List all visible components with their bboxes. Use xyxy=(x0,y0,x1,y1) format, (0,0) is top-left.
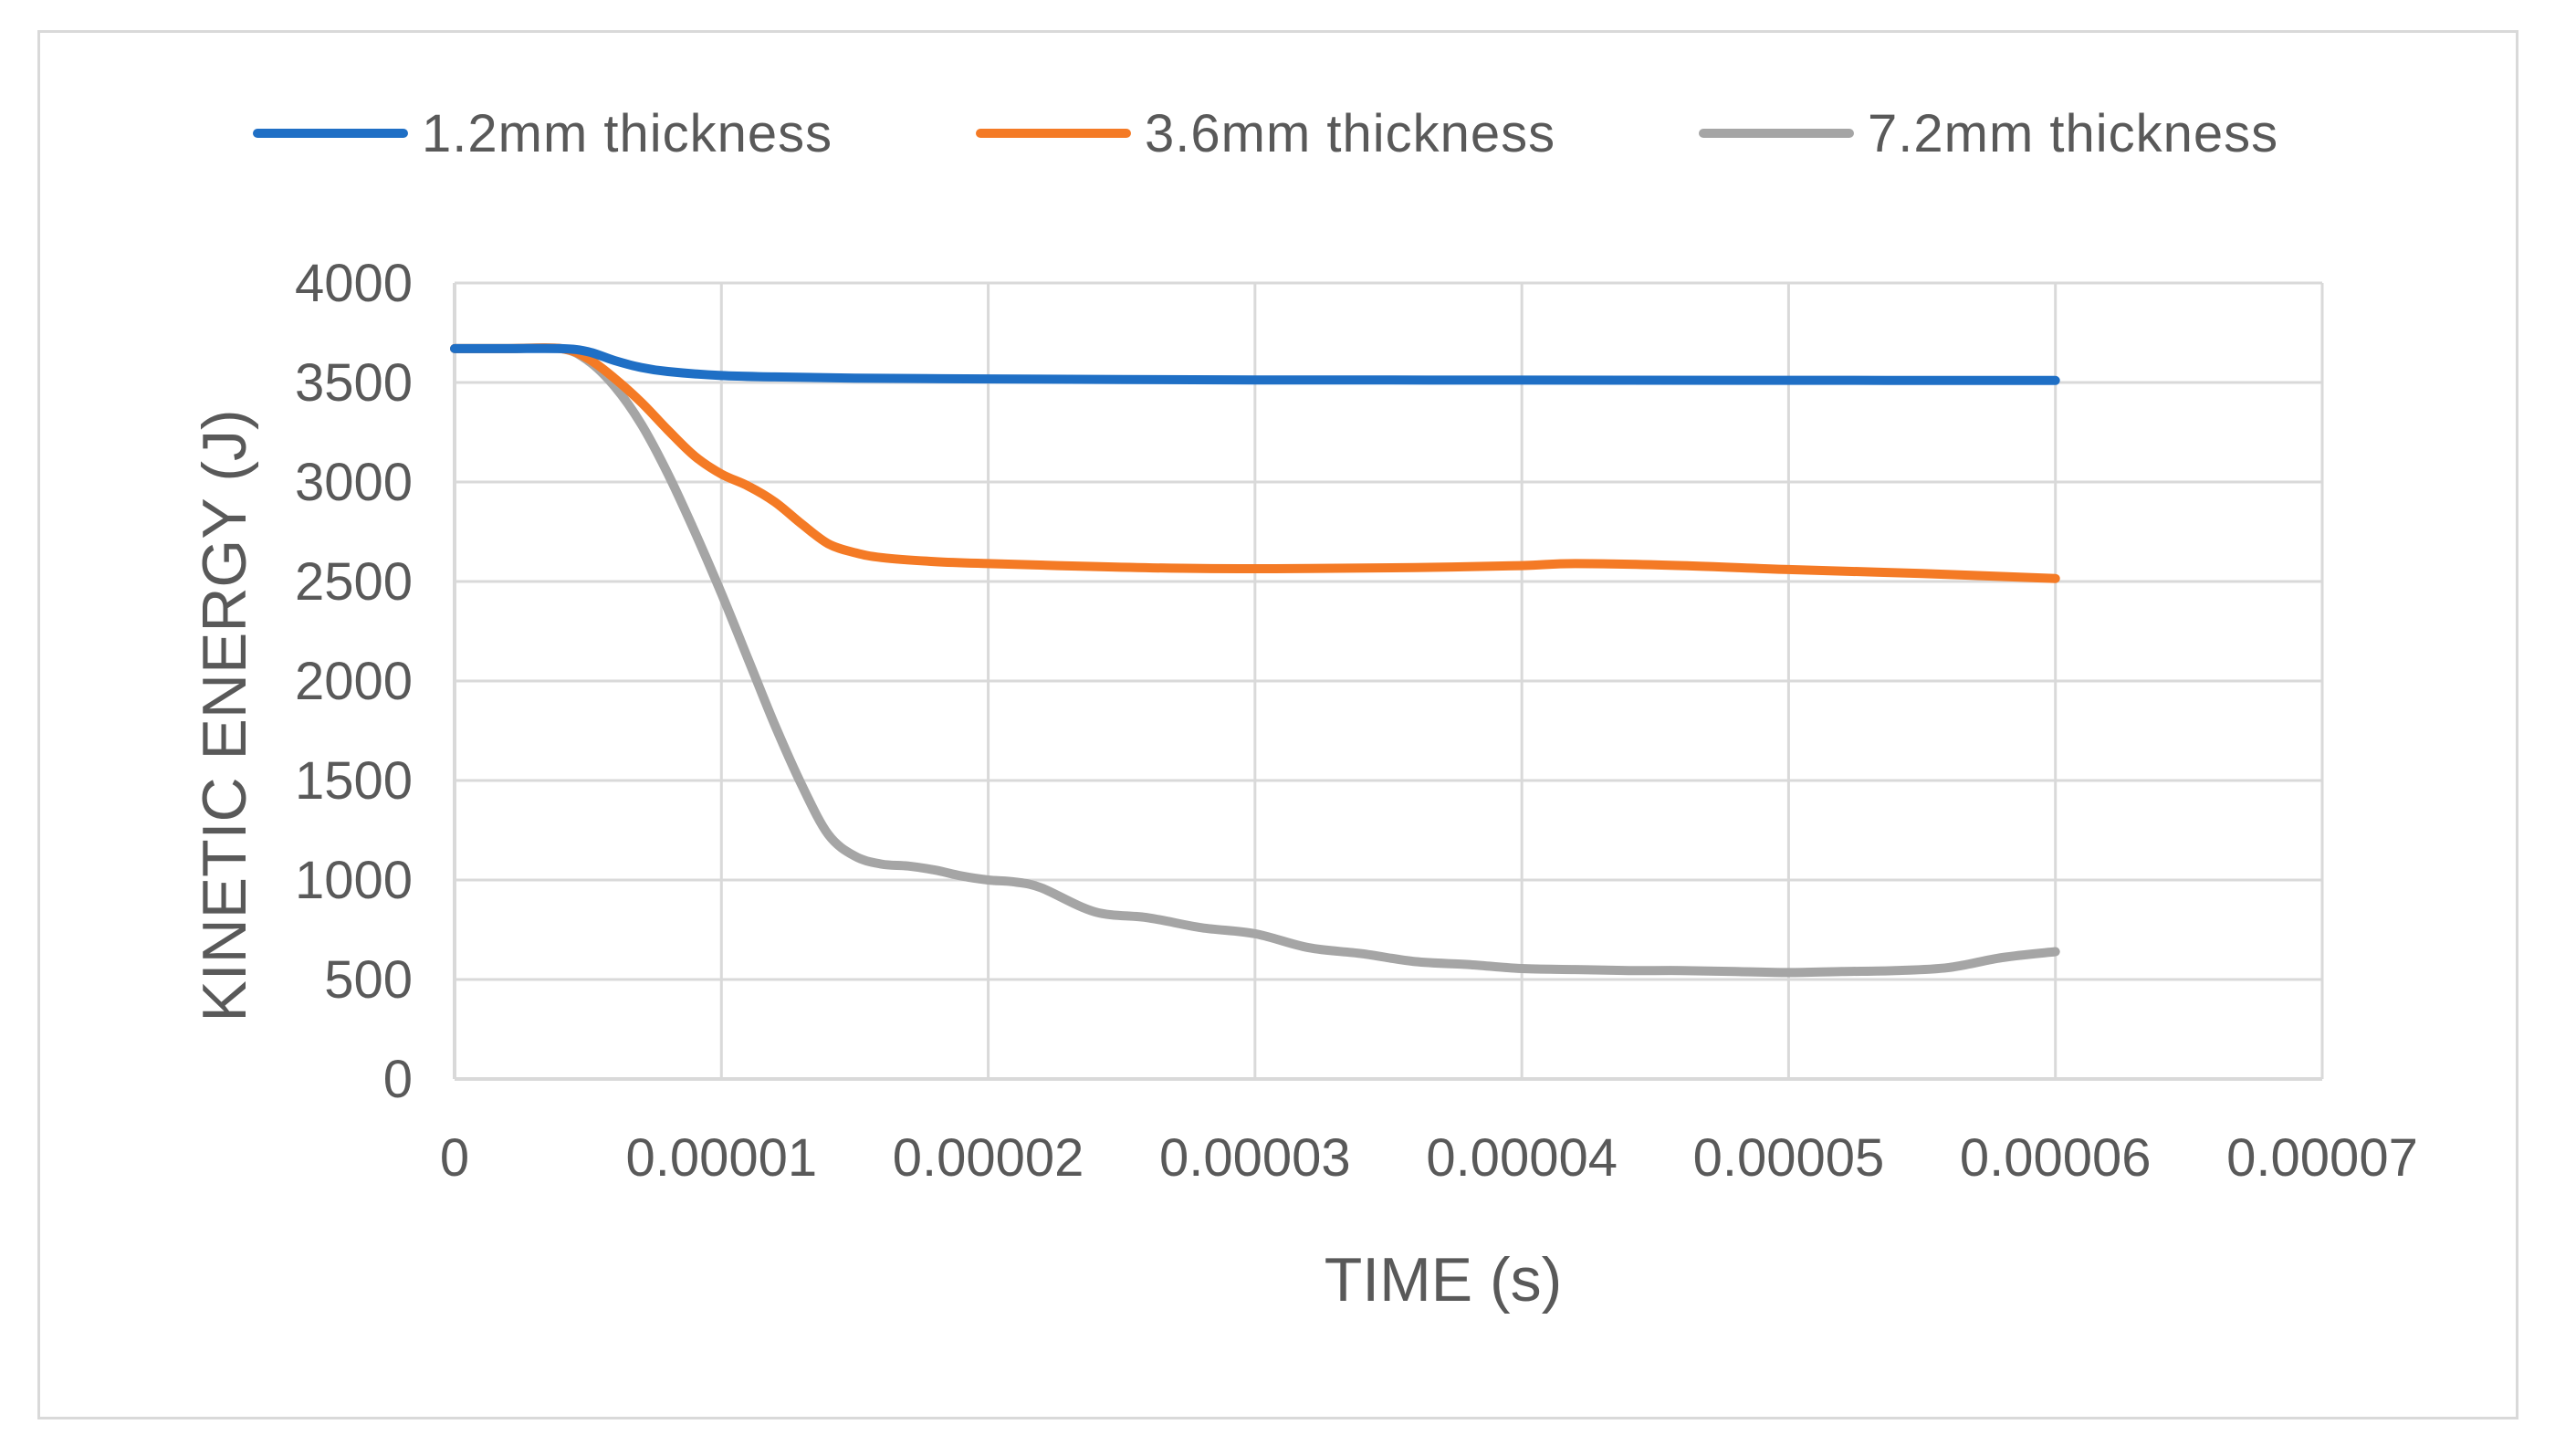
tick-labels: 0 500 1000 1500 2000 2500 3000 3500 4000 0 0.00001… xyxy=(295,254,2418,1188)
series-line-3-6mm-thickness xyxy=(450,343,2060,583)
legend: 1.2mm thickness 3.6mm thickness 7.2mm thic… xyxy=(253,104,2278,163)
x-tick-label-0: 0 xyxy=(440,1128,469,1188)
chart-frame: 0 500 1000 1500 2000 2500 3000 3500 4000 0 0.00001… xyxy=(37,30,2518,1419)
y-tick-label-3000: 3000 xyxy=(295,453,413,512)
y-tick-label-4000: 4000 xyxy=(295,254,413,313)
y-tick-label-2500: 2500 xyxy=(295,552,413,612)
x-tick-label-0.00007: 0.00007 xyxy=(2226,1128,2418,1188)
series-line-1-2mm-thickness xyxy=(450,343,2060,385)
legend-item-1-2mm-thickness: 1.2mm thickness xyxy=(253,104,832,163)
y-tick-label-3500: 3500 xyxy=(295,353,413,413)
legend-label: 7.2mm thickness xyxy=(1868,104,2278,163)
series-line-7-2mm-thickness xyxy=(450,342,2060,978)
gridlines xyxy=(455,281,2324,1079)
line-chart: 0 500 1000 1500 2000 2500 3000 3500 4000 0 0.00001… xyxy=(190,104,2418,1315)
y-axis-title: KINETIC ENERGY (J) xyxy=(190,409,259,1021)
legend-item-3-6mm-thickness: 3.6mm thickness xyxy=(976,104,1555,163)
legend-label: 3.6mm thickness xyxy=(1145,104,1555,163)
legend-label: 1.2mm thickness xyxy=(422,104,832,163)
x-tick-label-0.00003: 0.00003 xyxy=(1159,1128,1351,1188)
y-tick-label-0: 0 xyxy=(383,1050,413,1109)
x-axis-title: TIME (s) xyxy=(1325,1245,1563,1315)
x-tick-label-0.00006: 0.00006 xyxy=(1960,1128,2152,1188)
x-tick-label-0.00004: 0.00004 xyxy=(1426,1128,1618,1188)
x-tick-label-0.00002: 0.00002 xyxy=(893,1128,1084,1188)
x-tick-label-0.00005: 0.00005 xyxy=(1693,1128,1885,1188)
x-tick-label-0.00001: 0.00001 xyxy=(625,1128,817,1188)
legend-item-7-2mm-thickness: 7.2mm thickness xyxy=(1699,104,2278,163)
y-tick-label-1000: 1000 xyxy=(295,851,413,910)
series-lines xyxy=(450,342,2060,978)
y-tick-label-2000: 2000 xyxy=(295,652,413,711)
y-tick-label-500: 500 xyxy=(324,950,413,1010)
axes xyxy=(453,283,2322,1081)
y-tick-label-1500: 1500 xyxy=(295,751,413,811)
